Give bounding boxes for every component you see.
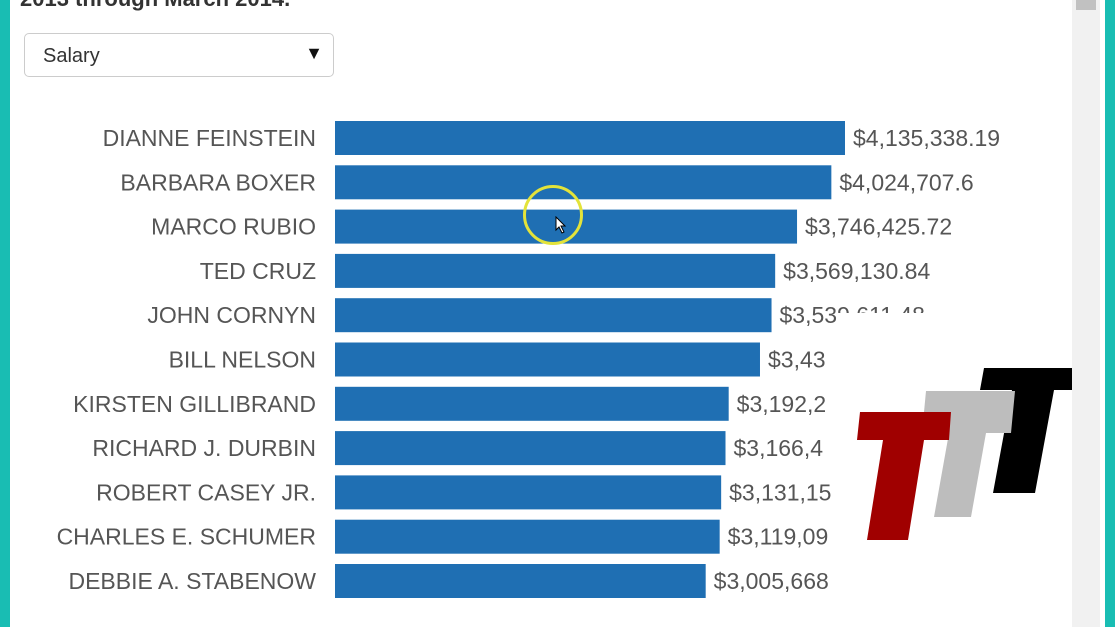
bar[interactable]: [335, 519, 720, 554]
bar[interactable]: [335, 298, 772, 333]
value-label: $4,024,707.6: [839, 169, 973, 195]
bar[interactable]: [335, 121, 845, 155]
scrollbar-thumb[interactable]: [1076, 0, 1096, 10]
value-label: $3,131,15: [729, 479, 831, 505]
value-label: $3,192,2: [737, 391, 827, 417]
bar[interactable]: [335, 564, 706, 598]
cursor-highlight: [523, 185, 583, 245]
category-label: CHARLES E. SCHUMER: [57, 524, 316, 550]
bar[interactable]: [335, 386, 729, 421]
bar[interactable]: [335, 475, 722, 510]
value-label: $4,135,338.19: [853, 125, 1000, 151]
mouse-pointer-icon: [555, 216, 567, 234]
category-label: TED CRUZ: [200, 258, 316, 284]
value-label: $3,746,425.72: [805, 214, 952, 240]
bar[interactable]: [335, 165, 832, 200]
category-label: MARCO RUBIO: [151, 214, 316, 240]
metric-select-value: Salary: [43, 45, 100, 67]
category-label: BARBARA BOXER: [120, 169, 316, 195]
category-label: KIRSTEN GILLIBRAND: [73, 391, 316, 417]
category-label: ROBERT CASEY JR.: [96, 479, 316, 505]
bar[interactable]: [335, 431, 726, 466]
window-border-right: [1105, 0, 1115, 627]
window-border-left: [0, 0, 10, 627]
value-label: $3,43: [768, 347, 826, 373]
metric-select[interactable]: Salary ▼: [24, 33, 334, 77]
ttt-logo: [857, 368, 1095, 540]
category-label: BILL NELSON: [169, 347, 316, 373]
category-label: DIANNE FEINSTEIN: [103, 125, 316, 151]
logo-overlay: [838, 313, 1115, 593]
triangle-down-icon: ▼: [305, 43, 323, 63]
bar[interactable]: [335, 253, 776, 288]
chart-subtitle: 2013 through March 2014.: [20, 0, 290, 12]
value-label: $3,005,668: [714, 568, 829, 594]
bar[interactable]: [335, 342, 760, 377]
category-label: JOHN CORNYN: [147, 302, 316, 328]
value-label: $3,166,4: [734, 435, 824, 461]
vertical-scrollbar[interactable]: [1072, 0, 1100, 627]
value-label: $3,119,09: [728, 524, 829, 550]
category-label: RICHARD J. DURBIN: [92, 435, 316, 461]
value-label: $3,569,130.84: [783, 258, 930, 284]
category-label: DEBBIE A. STABENOW: [68, 568, 316, 594]
